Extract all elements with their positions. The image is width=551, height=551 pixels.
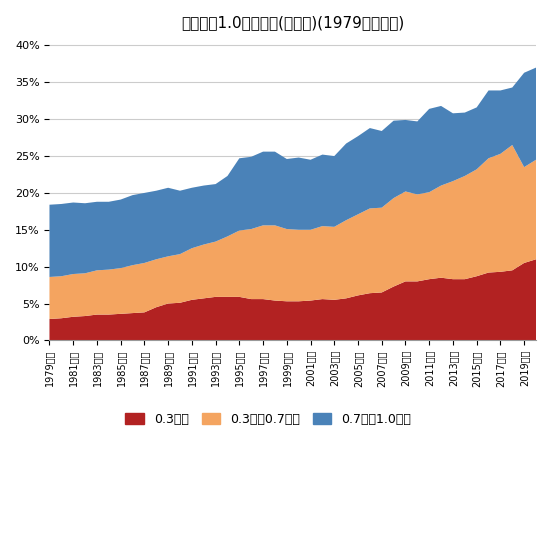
Legend: 0.3未満, 0.3以上0.7未満, 0.7以上1.0未満: 0.3未満, 0.3以上0.7未満, 0.7以上1.0未満 [121,408,417,431]
Title: 裸眼視力1.0未満の人(小学校)(1979年度以降): 裸眼視力1.0未満の人(小学校)(1979年度以降) [181,15,404,30]
